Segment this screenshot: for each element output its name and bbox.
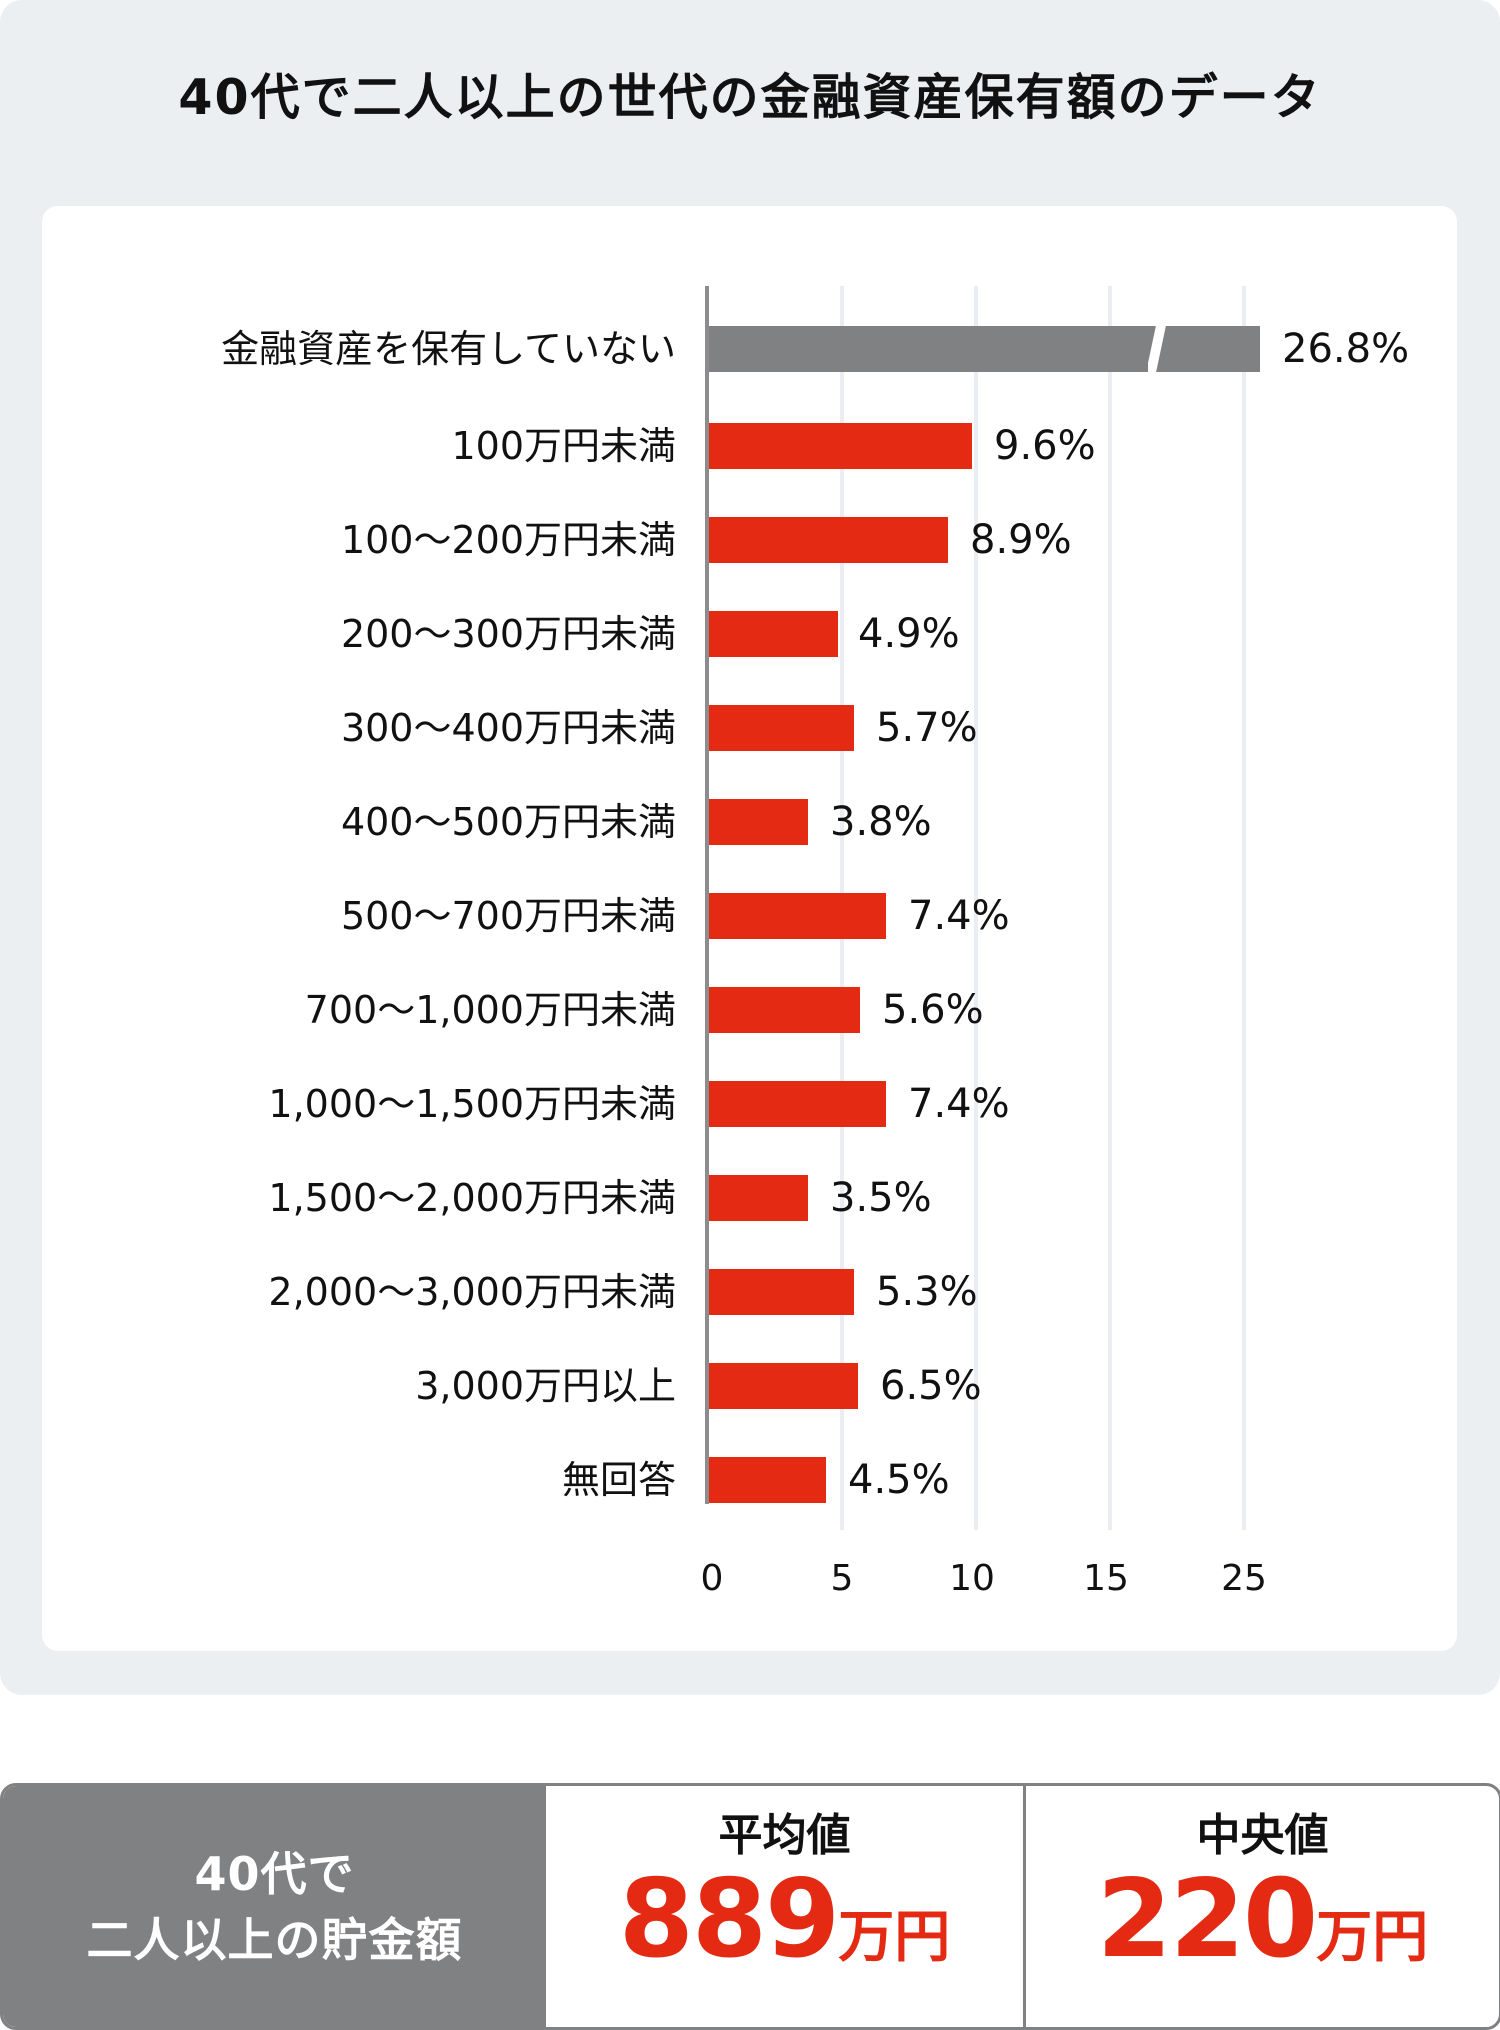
category-label: 200～300万円未満 bbox=[340, 612, 676, 656]
value-label: 3.5% bbox=[830, 1175, 932, 1221]
gridline-25 bbox=[1242, 286, 1246, 1530]
bar bbox=[709, 517, 948, 563]
mean-unit: 万円 bbox=[838, 1905, 951, 1970]
mean-number: 889 bbox=[618, 1857, 840, 1982]
bar bbox=[709, 705, 854, 751]
category-label: 無回答 bbox=[561, 1458, 676, 1502]
bar-row: 100万円未満 9.6% bbox=[0, 423, 1500, 469]
savings-summary-table: 40代で 二人以上の貯金額 平均値 889万円 中央値 220万円 bbox=[0, 1783, 1500, 2030]
bar bbox=[709, 799, 808, 845]
bar-row: 1,500～2,000万円未満 3.5% bbox=[0, 1175, 1500, 1221]
chart-title: 40代で二人以上の世代の金融資産保有額のデータ bbox=[178, 69, 1322, 126]
median-number: 220 bbox=[1096, 1857, 1318, 1982]
median-unit: 万円 bbox=[1316, 1905, 1429, 1970]
median-value: 220万円 bbox=[1097, 1865, 1428, 2006]
bar bbox=[709, 611, 838, 657]
value-label: 8.9% bbox=[970, 517, 1072, 563]
bar-row: 400～500万円未満 3.8% bbox=[0, 799, 1500, 845]
bar-row: 300～400万円未満 5.7% bbox=[0, 705, 1500, 751]
value-label: 5.3% bbox=[876, 1269, 978, 1315]
bar-row: 100～200万円未満 8.9% bbox=[0, 517, 1500, 563]
bar bbox=[709, 1175, 808, 1221]
bar-row: 無回答 4.5% bbox=[0, 1457, 1500, 1503]
bar bbox=[709, 1457, 826, 1503]
median-label: 中央値 bbox=[1196, 1810, 1329, 1861]
x-tick-label: 0 bbox=[700, 1558, 724, 1599]
category-label: 3,000万円以上 bbox=[415, 1364, 676, 1408]
category-label: 400～500万円未満 bbox=[340, 800, 676, 844]
bar-row: 200～300万円未満 4.9% bbox=[0, 611, 1500, 657]
category-label: 金融資産を保有していない bbox=[221, 327, 676, 371]
value-label: 4.5% bbox=[848, 1457, 950, 1503]
value-label: 5.7% bbox=[876, 705, 978, 751]
category-label: 100万円未満 bbox=[451, 424, 676, 468]
value-label: 3.8% bbox=[830, 799, 932, 845]
summary-median-cell: 中央値 220万円 bbox=[1026, 1786, 1499, 2027]
bar-row: 500～700万円未満 7.4% bbox=[0, 893, 1500, 939]
category-label: 500～700万円未満 bbox=[340, 894, 676, 938]
value-label: 6.5% bbox=[880, 1363, 982, 1409]
gridline-15 bbox=[1108, 286, 1112, 1530]
bar bbox=[709, 1363, 858, 1409]
y-axis-line bbox=[705, 286, 709, 1504]
category-label: 100～200万円未満 bbox=[340, 518, 676, 562]
bar-row: 2,000～3,000万円未満 5.3% bbox=[0, 1269, 1500, 1315]
bar bbox=[709, 1081, 886, 1127]
bar-not-holding bbox=[709, 326, 1260, 372]
bar-row: 3,000万円以上 6.5% bbox=[0, 1363, 1500, 1409]
value-label: 26.8% bbox=[1282, 326, 1410, 372]
bar bbox=[709, 423, 972, 469]
bar-row: 700～1,000万円未満 5.6% bbox=[0, 987, 1500, 1033]
value-label: 5.6% bbox=[882, 987, 984, 1033]
x-tick-label: 15 bbox=[1083, 1558, 1129, 1599]
value-label: 9.6% bbox=[994, 423, 1096, 469]
category-label: 1,000～1,500万円未満 bbox=[268, 1082, 676, 1126]
value-label: 7.4% bbox=[908, 1081, 1010, 1127]
value-label: 7.4% bbox=[908, 893, 1010, 939]
axis-break-icon bbox=[1148, 316, 1166, 382]
mean-label: 平均値 bbox=[718, 1810, 851, 1861]
mean-value: 889万円 bbox=[619, 1865, 950, 2006]
x-tick-label: 25 bbox=[1221, 1558, 1267, 1599]
summary-header-line1: 40代で bbox=[194, 1846, 355, 1901]
bar-row: 金融資産を保有していない 26.8% bbox=[0, 316, 1500, 382]
x-tick-label: 5 bbox=[830, 1558, 854, 1599]
category-label: 700～1,000万円未満 bbox=[304, 988, 676, 1032]
bar bbox=[709, 1269, 854, 1315]
bar-row: 1,000～1,500万円未満 7.4% bbox=[0, 1081, 1500, 1127]
chart-panel: 40代で二人以上の世代の金融資産保有額のデータ bbox=[0, 0, 1500, 1695]
gridline-10 bbox=[974, 286, 978, 1530]
x-tick-label: 10 bbox=[949, 1558, 995, 1599]
category-label: 300～400万円未満 bbox=[340, 706, 676, 750]
bar bbox=[709, 987, 860, 1033]
category-label: 1,500～2,000万円未満 bbox=[268, 1176, 676, 1220]
summary-mean-cell: 平均値 889万円 bbox=[546, 1786, 1026, 2027]
category-label: 2,000～3,000万円未満 bbox=[268, 1270, 676, 1314]
bar bbox=[709, 893, 886, 939]
value-label: 4.9% bbox=[858, 611, 960, 657]
summary-header: 40代で 二人以上の貯金額 bbox=[3, 1786, 546, 2027]
summary-header-line2: 二人以上の貯金額 bbox=[86, 1912, 463, 1967]
